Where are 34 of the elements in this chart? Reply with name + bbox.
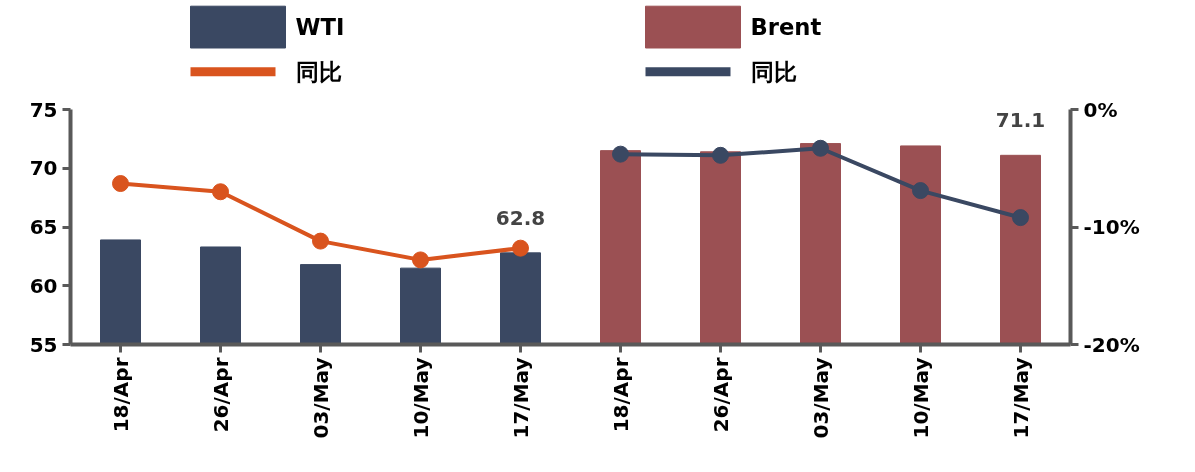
x-tick-label: 03/May: [808, 357, 833, 439]
x-tick-label: 10/May: [408, 357, 433, 439]
x-tick-label: 26/Apr: [708, 357, 733, 433]
legend-label: Brent: [750, 14, 822, 41]
point: [312, 232, 329, 250]
point: [612, 145, 629, 163]
x-tick-label: 17/May: [508, 357, 533, 439]
legend-label: 同比: [295, 58, 342, 85]
y-tick-label: 75: [29, 97, 58, 122]
point: [812, 139, 829, 157]
y2-tick-label: -20%: [1083, 332, 1140, 357]
x-tick-label: 26/Apr: [208, 357, 233, 433]
point: [112, 175, 129, 193]
x-tick-label: 18/Apr: [108, 357, 133, 433]
y-tick-label: 65: [29, 215, 58, 239]
y2-tick-label: 0%: [1083, 97, 1118, 122]
y-tick-label: 60: [29, 273, 58, 298]
x-tick-label: 18/Apr: [608, 357, 633, 433]
data-label: 71.1: [995, 108, 1046, 133]
legend-label: 同比: [750, 58, 797, 85]
data-label: 62.8: [495, 205, 546, 230]
point: [212, 183, 229, 201]
y-tick-label: 70: [29, 156, 58, 181]
point: [512, 239, 529, 257]
x-tick-label: 10/May: [908, 357, 933, 439]
point: [1012, 209, 1029, 227]
point: [412, 251, 429, 269]
legend-label: WTI: [295, 14, 345, 41]
x-tick-label: 17/May: [1008, 357, 1033, 439]
y-tick-label: 55: [29, 332, 58, 357]
point: [912, 182, 929, 200]
point: [712, 146, 729, 164]
x-tick-label: 03/May: [308, 357, 333, 439]
y2-tick-label: -10%: [1083, 215, 1140, 239]
